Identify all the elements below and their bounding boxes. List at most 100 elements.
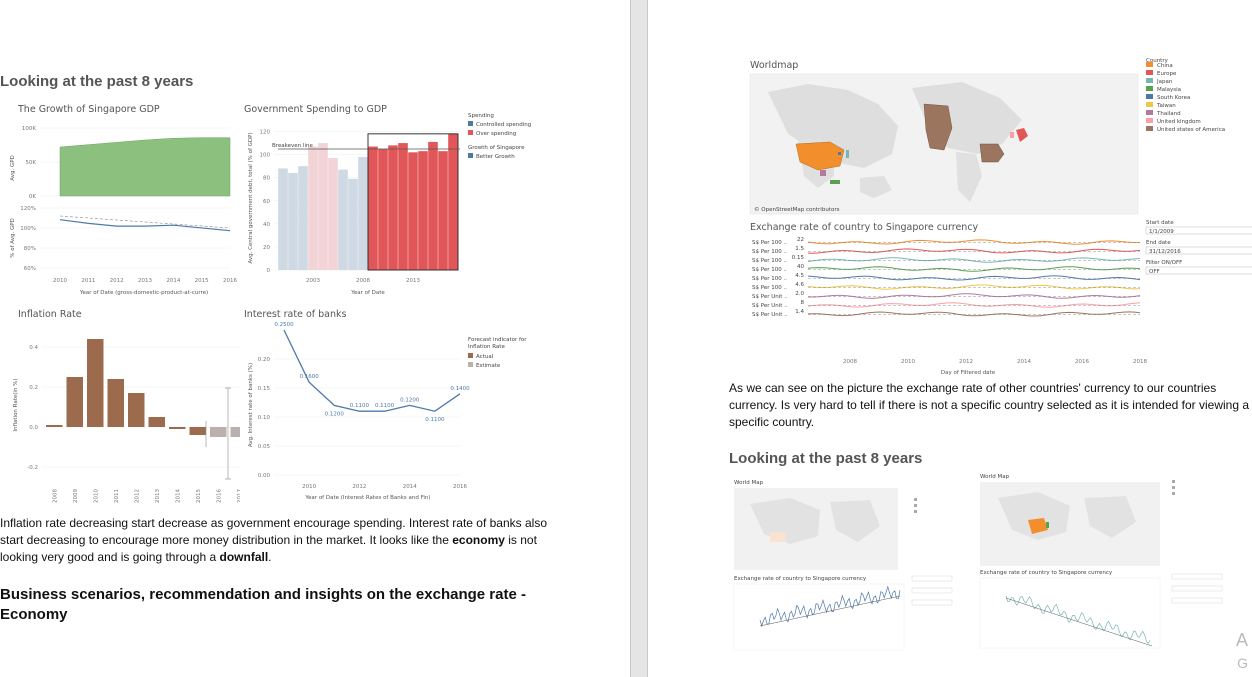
exchange-rate-chart: Exchange rate of country to Singapore cu… xyxy=(750,220,1252,376)
gdp-pct-tick: 60% xyxy=(24,266,36,272)
country-legend-item: Taiwan xyxy=(1156,103,1176,109)
exchange-row-value: 4.5 xyxy=(795,273,804,279)
gdp-y-tick: 50K xyxy=(25,160,36,166)
interest-y-tick: 0.05 xyxy=(258,444,271,450)
country-legend-item: United states of America xyxy=(1157,127,1225,133)
japan-shape xyxy=(846,150,849,158)
start-date-label: Start date xyxy=(1146,220,1174,226)
gov-bar xyxy=(298,166,308,270)
exchange-row-label: S$ Per 100 .. xyxy=(752,240,787,246)
gdp-pct-y-label: % of Avg. GPD xyxy=(10,218,16,258)
inflation-x-tick: 2009 xyxy=(73,489,79,503)
gov-x-tick: 2008 xyxy=(356,278,370,284)
end-date-label: End date xyxy=(1146,240,1171,246)
gdp-x-tick: 2011 xyxy=(81,278,95,284)
country-swatch xyxy=(1146,102,1153,107)
inflation-chart: Inflation Rate Inflation Rate(in %) 0.4 0… xyxy=(13,309,240,503)
exchange-series xyxy=(807,302,1141,308)
exchange-series xyxy=(807,284,1141,290)
inflation-chart-title: Inflation Rate xyxy=(18,309,82,320)
gov-bar xyxy=(408,152,418,270)
right-paragraph: As we can see on the picture the exchang… xyxy=(729,381,1250,429)
interest-point-label: 0.1100 xyxy=(375,403,395,409)
end-date-input[interactable] xyxy=(1145,246,1252,255)
legend-over: Over spending xyxy=(476,131,516,137)
gov-y-tick: 60 xyxy=(263,199,270,205)
gov-highlight-box xyxy=(367,133,459,271)
legend-spending-title: Spending xyxy=(468,113,494,119)
thumb-right-china xyxy=(1028,518,1048,534)
country-swatch xyxy=(1146,78,1153,83)
inflation-x-tick: 2015 xyxy=(196,489,202,503)
exchange-title: Exchange rate of country to Singapore cu… xyxy=(750,222,979,233)
continent-oceania xyxy=(860,176,892,198)
gdp-x-tick: 2015 xyxy=(195,278,209,284)
gov-x-label: Year of Date xyxy=(350,290,385,296)
gov-x-tick: 2013 xyxy=(406,278,420,284)
section-heading: Looking at the past 8 years xyxy=(0,73,194,90)
gov-bar xyxy=(428,141,438,270)
worldmap-title: Worldmap xyxy=(750,60,798,71)
thumb-right-map-title: World Map xyxy=(980,474,1010,480)
thumb-right-trend xyxy=(1005,597,1153,647)
thumb-left-trend xyxy=(759,595,901,627)
continent-south-america xyxy=(956,152,982,202)
gov-bar xyxy=(308,146,318,270)
country-swatch xyxy=(1146,86,1153,91)
thumb-left-exchange-title: Exchange rate of country to Singapore cu… xyxy=(734,576,867,582)
country-swatch xyxy=(1146,94,1153,99)
gov-chart-title: Government Spending to GDP xyxy=(244,104,387,115)
gdp-y-label: Avg. GPD xyxy=(10,155,16,181)
gov-bar xyxy=(358,156,368,270)
inflation-x-tick: 2012 xyxy=(134,489,140,503)
exchange-row-value: 40 xyxy=(797,264,804,270)
interest-point-label: 0.2500 xyxy=(274,322,294,328)
south-korea-shape xyxy=(838,152,841,155)
usa-shape xyxy=(923,103,953,151)
exchange-row-label: S$ Per Unit .. xyxy=(752,312,788,318)
thailand-shape xyxy=(820,170,826,176)
gdp-chart: The Growth of Singapore GDP Avg. GPD % o… xyxy=(10,104,237,296)
interest-point-label: 0.1400 xyxy=(450,386,470,392)
continent-eurasia xyxy=(768,84,898,168)
legend-forecast-title-2: Inflation Rate xyxy=(468,344,505,350)
gov-bar xyxy=(348,178,358,270)
body-paragraph: Inflation rate decreasing start decrease… xyxy=(0,516,547,564)
inflation-x-tick: 2008 xyxy=(52,489,58,503)
gdp-x-label: Year of Date (gross-domestic-product-at-… xyxy=(79,290,208,296)
exchange-series xyxy=(807,239,1141,245)
legend-better: Better Growth xyxy=(476,154,515,160)
gdp-x-tick: 2013 xyxy=(138,278,152,284)
gov-y-tick: 100 xyxy=(260,153,271,159)
exchange-row-value: 4.6 xyxy=(795,282,804,288)
gov-y-tick: 40 xyxy=(263,222,270,228)
document-page-left: Looking at the past 8 years The Growth o… xyxy=(0,0,630,677)
filter-label: Filter ON/OFF xyxy=(1146,260,1182,266)
gdp-chart-title: The Growth of Singapore GDP xyxy=(17,104,160,115)
exchange-row-label: S$ Per 100 .. xyxy=(752,285,787,291)
right-section-heading: Looking at the past 8 years xyxy=(729,450,923,467)
start-date-value: 1/1/2009 xyxy=(1149,229,1174,235)
start-date-input[interactable] xyxy=(1145,226,1252,235)
exchange-x-tick: 2012 xyxy=(959,359,973,365)
filter-dropdown[interactable] xyxy=(1145,266,1252,275)
gdp-pct-tick: 120% xyxy=(20,206,36,212)
inflation-x-tick: 2014 xyxy=(175,489,181,503)
gov-bar xyxy=(418,151,428,270)
corner-glyph-g: G xyxy=(1237,655,1248,671)
inflation-x-tick: 2010 xyxy=(93,489,99,503)
interest-point-label: 0.1100 xyxy=(425,417,445,423)
corner-glyph-a: A xyxy=(1235,630,1248,650)
legend-growth-title: Growth of Singapore xyxy=(468,145,525,151)
legend-swatch-controlled xyxy=(468,121,473,126)
gov-y-tick: 80 xyxy=(263,176,270,182)
gdp-x-tick: 2016 xyxy=(223,278,237,284)
interest-point-label: 0.1100 xyxy=(350,403,370,409)
exchange-row-value: 8 xyxy=(801,300,805,306)
country-swatch xyxy=(1146,126,1153,131)
malaysia-shape xyxy=(830,180,840,184)
gov-bar xyxy=(328,158,338,270)
inflation-bar xyxy=(87,339,104,427)
exchange-x-tick: 2018 xyxy=(1133,359,1147,365)
country-legend-item: United kingdom xyxy=(1157,119,1201,125)
